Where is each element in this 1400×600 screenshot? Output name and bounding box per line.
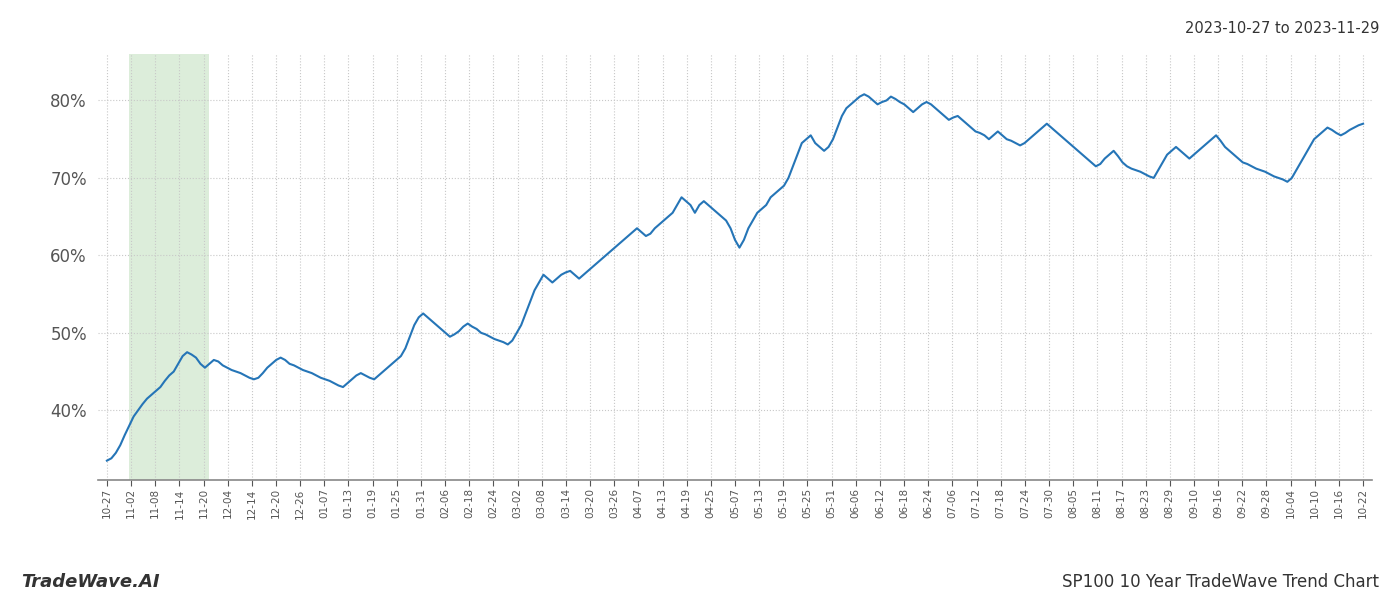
Text: SP100 10 Year TradeWave Trend Chart: SP100 10 Year TradeWave Trend Chart [1063,573,1379,591]
Text: TradeWave.AI: TradeWave.AI [21,573,160,591]
Bar [129,54,210,480]
Text: 2023-10-27 to 2023-11-29: 2023-10-27 to 2023-11-29 [1184,21,1379,36]
